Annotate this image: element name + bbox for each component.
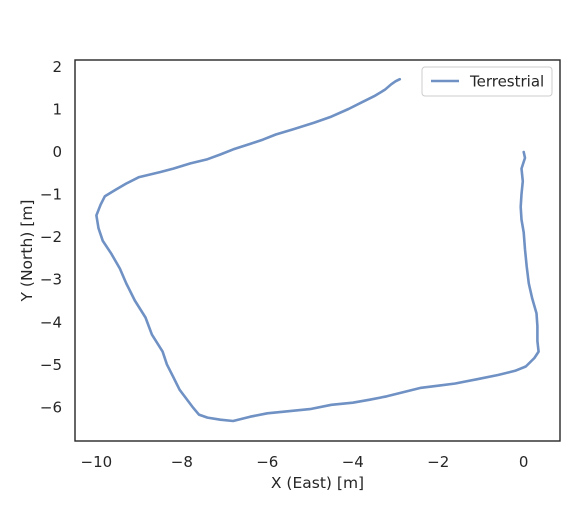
legend-label-terrestrial: Terrestrial — [469, 73, 544, 91]
y-tick-label: −4 — [40, 313, 62, 331]
y-tick-labels: 2 1 0 −1 −2 −3 −4 −5 −6 — [40, 58, 62, 417]
y-axis-label: Y (North) [m] — [18, 200, 36, 303]
y-tick-label: −2 — [40, 228, 62, 246]
legend: Terrestrial — [421, 66, 553, 97]
y-tick-label: −5 — [40, 356, 62, 374]
x-tick-label: −6 — [256, 453, 278, 471]
x-tick-label: −2 — [427, 453, 449, 471]
axes-background — [75, 60, 560, 441]
x-tick-label: 0 — [519, 453, 529, 471]
x-tick-label: −10 — [81, 453, 113, 471]
series-line-terrestrial — [95, 77, 540, 423]
x-tick-label: −4 — [342, 453, 364, 471]
y-tick-label: 1 — [52, 100, 62, 118]
y-tick-label: 2 — [52, 58, 62, 76]
legend-box — [421, 66, 553, 97]
x-tick-label: −8 — [171, 453, 193, 471]
x-tick-labels: −10 −8 −6 −4 −2 0 — [81, 453, 529, 471]
y-tick-label: −3 — [40, 271, 62, 289]
y-tick-label: 0 — [52, 143, 62, 161]
x-axis-label: X (East) [m] — [271, 474, 364, 492]
y-tick-label: −1 — [40, 186, 62, 204]
axes-frame — [74, 59, 561, 442]
plot-area — [74, 59, 561, 442]
y-tick-label: −6 — [40, 398, 62, 416]
